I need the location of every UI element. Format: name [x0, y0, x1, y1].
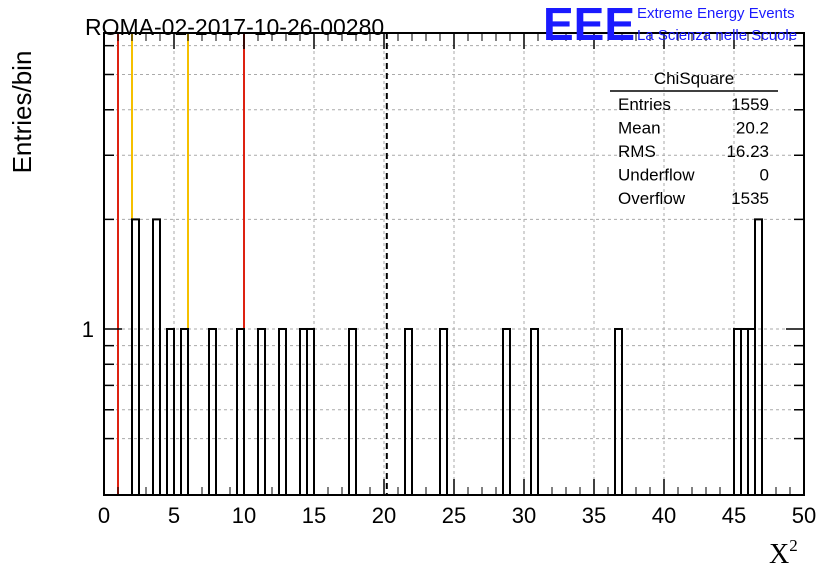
- histogram-bar: [257, 327, 266, 496]
- stats-box: ChiSquare Entries 1559 Mean 20.2 RMS 16.23 Und…: [610, 69, 778, 208]
- x-tick-label: 20: [372, 503, 396, 528]
- histogram-bar: [754, 218, 763, 496]
- x-tick-label: 10: [232, 503, 256, 528]
- y-tick-label: 1: [82, 317, 94, 342]
- histogram-bar: [278, 327, 287, 496]
- axis-ticks: 0 5 10 15 20 25 30 35 40 45 50 1: [82, 33, 816, 528]
- histogram-bar: [747, 327, 756, 496]
- stats-title: ChiSquare: [654, 69, 734, 88]
- histogram-bar: [166, 327, 175, 496]
- histogram-bar: [740, 327, 749, 496]
- stats-row-label: RMS: [618, 142, 656, 161]
- histogram-bar: [439, 327, 448, 496]
- stats-row-value: 1535: [731, 189, 769, 208]
- x-tick-label: 50: [792, 503, 816, 528]
- eee-logo-line2: La Scienza nelle Scuole: [637, 27, 797, 44]
- histogram-bar: [236, 327, 245, 496]
- histogram-bar: [614, 327, 623, 496]
- histogram-bar: [306, 327, 315, 496]
- histogram-bars: [131, 218, 763, 496]
- eee-logo-line1: Extreme Energy Events: [637, 5, 795, 22]
- stats-row-label: Entries: [618, 95, 671, 114]
- stats-row-value: 1559: [731, 95, 769, 114]
- x-tick-label: 30: [512, 503, 536, 528]
- x-tick-label: 25: [442, 503, 466, 528]
- histogram-bar: [180, 327, 189, 496]
- x-tick-label: 15: [302, 503, 326, 528]
- stats-row-label: Overflow: [618, 189, 686, 208]
- x-tick-label: 35: [582, 503, 606, 528]
- stats-row-value: 0: [760, 166, 769, 185]
- x-tick-label: 45: [722, 503, 746, 528]
- stats-row-label: Underflow: [618, 166, 695, 185]
- x-tick-label: 40: [652, 503, 676, 528]
- histogram-bar: [152, 218, 161, 496]
- stats-rows: Entries 1559 Mean 20.2 RMS 16.23 Underflow 0 Ove…: [618, 95, 769, 208]
- stats-row-value: 16.23: [726, 142, 769, 161]
- stats-row-label: Mean: [618, 119, 661, 138]
- x-tick-label: 0: [98, 503, 110, 528]
- histogram-bar: [502, 327, 511, 496]
- histogram-bar: [299, 327, 308, 496]
- histogram-bar: [208, 327, 217, 496]
- x-tick-label: 5: [168, 503, 180, 528]
- histogram-bar: [733, 327, 742, 496]
- stats-row-value: 20.2: [736, 119, 769, 138]
- histogram-bar: [131, 218, 140, 496]
- y-axis-label: Entries/bin: [7, 51, 37, 174]
- histogram-bar: [530, 327, 539, 496]
- chart-title: ROMA-02-2017-10-26-00280: [85, 14, 384, 40]
- eee-logo-text: EEE: [543, 0, 635, 50]
- histogram-bar: [348, 327, 357, 496]
- reference-lines: [117, 33, 388, 495]
- x-axis-label: X2: [769, 536, 798, 570]
- x-axis-label-main: X: [769, 539, 789, 570]
- histogram-bar: [404, 327, 413, 496]
- eee-logo: EEE Extreme Energy Events La Scienza nel…: [543, 0, 797, 50]
- x-axis-label-superscript: 2: [789, 536, 798, 555]
